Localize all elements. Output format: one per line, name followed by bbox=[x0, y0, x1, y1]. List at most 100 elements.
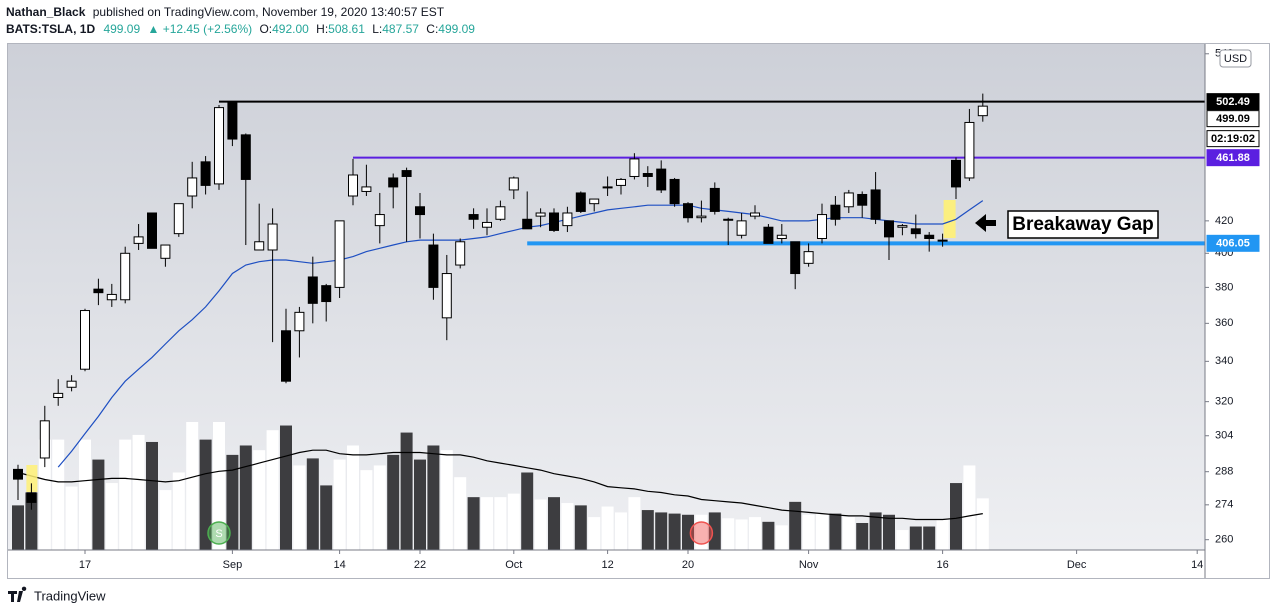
candle-body bbox=[267, 223, 278, 251]
volume-bar bbox=[347, 445, 359, 550]
candle-body bbox=[294, 311, 305, 332]
x-tick-label: 20 bbox=[682, 559, 694, 571]
volume-bar bbox=[976, 498, 989, 550]
volume-bar bbox=[735, 519, 748, 550]
candle-body bbox=[602, 186, 613, 189]
volume-bar bbox=[762, 521, 775, 550]
volume-bar bbox=[708, 512, 721, 550]
x-tick-label: Sep bbox=[223, 559, 243, 571]
volume-bar bbox=[213, 422, 225, 550]
candle-body bbox=[428, 244, 439, 288]
volume-bar bbox=[400, 432, 413, 550]
annotation-arrow bbox=[975, 214, 996, 232]
candle-body bbox=[227, 101, 238, 140]
event-marker bbox=[689, 521, 714, 545]
ohlc-value: 492.00 bbox=[272, 22, 309, 36]
annotation-box bbox=[1007, 210, 1159, 239]
volume-bar bbox=[842, 517, 855, 550]
ohlc-value: 499.09 bbox=[438, 22, 475, 36]
candle-body bbox=[374, 214, 385, 227]
candle-body bbox=[482, 221, 492, 228]
volume-bar bbox=[12, 505, 24, 550]
volume-bar bbox=[387, 454, 400, 550]
candle-body bbox=[763, 226, 774, 244]
volume-bar bbox=[266, 430, 279, 550]
candle-body bbox=[884, 220, 894, 238]
volume-bar bbox=[186, 422, 199, 550]
volume-bar bbox=[869, 512, 882, 550]
candle-body bbox=[736, 220, 747, 236]
volume-bar bbox=[253, 450, 266, 550]
volume-bar bbox=[159, 490, 172, 550]
volume-bar bbox=[146, 441, 158, 550]
candle-body bbox=[53, 392, 64, 399]
candle-body bbox=[93, 288, 104, 294]
volume-bar bbox=[79, 439, 91, 550]
candle-body bbox=[348, 174, 358, 197]
volume-bar bbox=[856, 522, 869, 550]
candle-body bbox=[106, 293, 117, 301]
candle-body bbox=[133, 236, 144, 244]
candle-body bbox=[669, 178, 680, 205]
candle-body bbox=[656, 168, 667, 191]
volume-bar bbox=[789, 501, 802, 550]
x-tick-label: 16 bbox=[936, 559, 948, 571]
x-tick-label: 14 bbox=[333, 559, 345, 571]
candle-body bbox=[683, 203, 693, 219]
time-axis bbox=[8, 550, 1205, 578]
volume-bar bbox=[360, 470, 373, 550]
candle-body bbox=[66, 380, 77, 388]
volume-bar bbox=[749, 517, 761, 550]
volume-bar bbox=[615, 512, 627, 550]
candle-body bbox=[951, 159, 961, 188]
volume-bar bbox=[534, 499, 547, 550]
candle-body bbox=[508, 177, 519, 191]
panel-border bbox=[7, 43, 1270, 579]
volume-bar bbox=[239, 445, 252, 550]
candle-body bbox=[468, 214, 479, 220]
y-tick-label: 274 bbox=[1215, 499, 1233, 511]
candle-body bbox=[39, 420, 50, 459]
candle-body bbox=[522, 218, 533, 230]
candle-body bbox=[897, 225, 908, 228]
volume-bar bbox=[199, 439, 212, 550]
candle-body bbox=[750, 212, 760, 217]
candle-body bbox=[173, 203, 184, 235]
ohlc-label: H: bbox=[316, 22, 328, 36]
volume-bar bbox=[909, 526, 922, 550]
volume-bar bbox=[320, 485, 333, 550]
y-tick-label: 320 bbox=[1215, 396, 1233, 408]
volume-bar bbox=[105, 483, 118, 550]
volume-bar bbox=[132, 434, 145, 550]
price-line-label-badge bbox=[1206, 93, 1260, 111]
volume-bar bbox=[668, 513, 681, 550]
candle-body bbox=[696, 215, 707, 219]
candle-body bbox=[857, 193, 868, 206]
gap-highlight bbox=[943, 200, 956, 238]
y-tick-label: 288 bbox=[1215, 466, 1233, 478]
candle-body bbox=[415, 206, 425, 216]
candle-body bbox=[790, 241, 801, 275]
volume-bar bbox=[548, 497, 560, 550]
x-tick-label: Dec bbox=[1067, 559, 1087, 571]
volume-bar bbox=[414, 459, 426, 550]
candle-body bbox=[160, 244, 171, 259]
volume-bar bbox=[816, 513, 828, 550]
candle-body bbox=[334, 220, 345, 288]
candle-body bbox=[13, 468, 23, 480]
volume-bar bbox=[561, 503, 574, 550]
candle-body bbox=[616, 178, 626, 186]
volume-bar bbox=[722, 518, 735, 550]
volume-bar bbox=[601, 506, 614, 550]
author: Nathan_Black bbox=[6, 5, 86, 19]
volume-bar bbox=[280, 425, 292, 550]
y-tick-label: 380 bbox=[1215, 281, 1233, 293]
candle-body bbox=[776, 234, 787, 240]
volume-bar bbox=[521, 472, 534, 550]
candle-body bbox=[535, 212, 546, 217]
candle-body bbox=[240, 134, 251, 180]
symbol-line: BATS:TSLA, 1D 499.09 ▲ +12.45 (+2.56%) O… bbox=[6, 22, 475, 36]
volume-bar bbox=[25, 492, 38, 550]
